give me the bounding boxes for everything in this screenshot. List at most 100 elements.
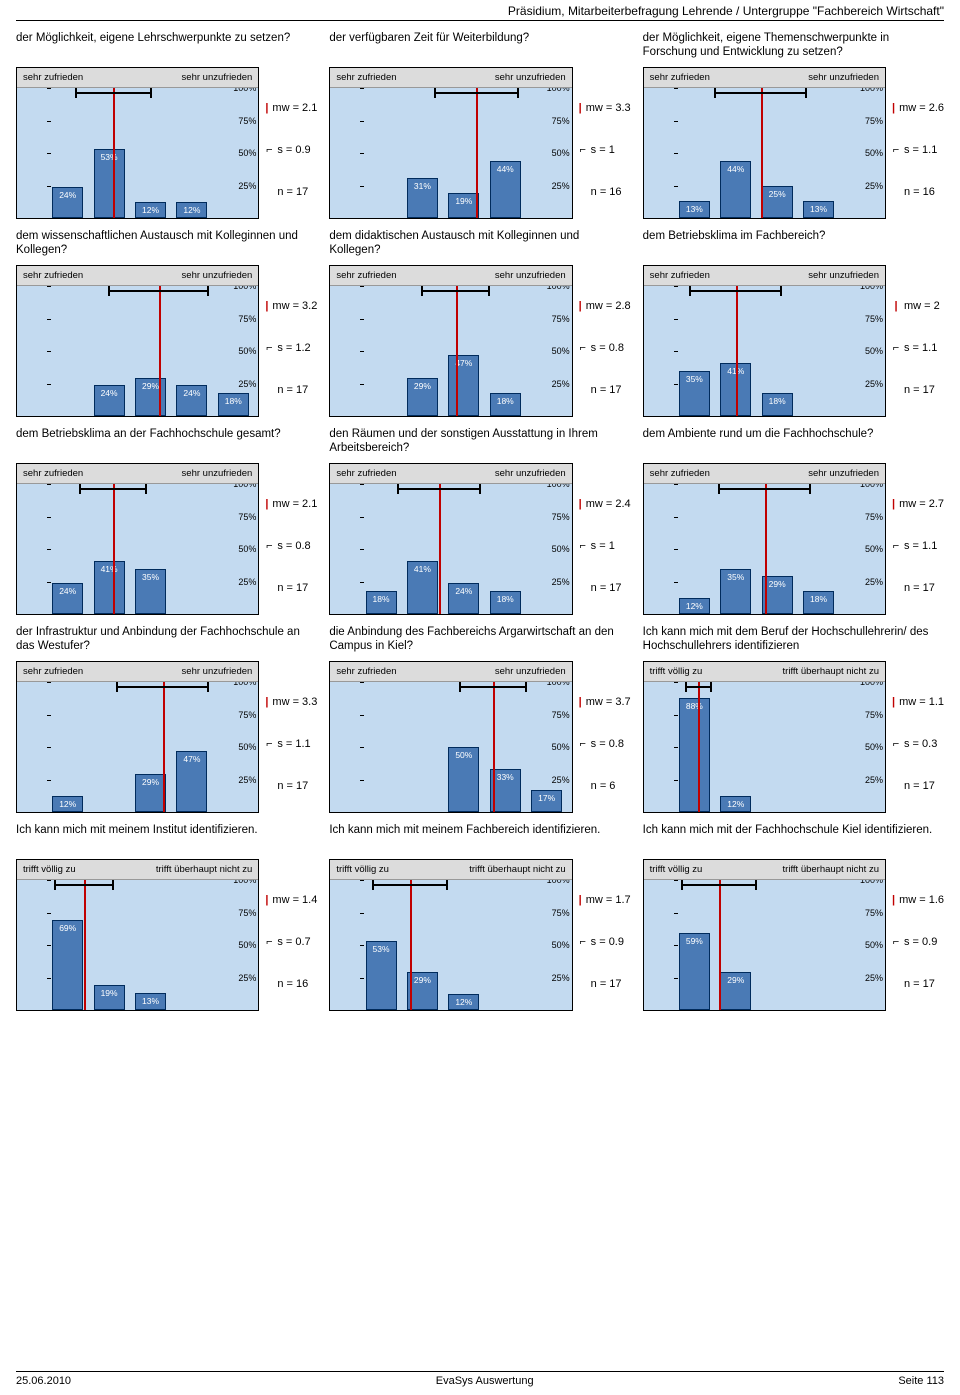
- question-text: dem Betriebsklima an der Fachhochschule …: [16, 427, 317, 457]
- std-cap: [479, 484, 481, 494]
- chart-cell: Ich kann mich mit der Fachhochschule Kie…: [643, 823, 944, 1011]
- n-label: n = 16: [277, 978, 308, 990]
- std-cap: [525, 682, 527, 692]
- bar: 47%: [176, 751, 207, 812]
- bar-label: 18%: [804, 594, 833, 604]
- mean-line: [159, 286, 161, 416]
- bars-area: 12%35%29%18%: [674, 484, 881, 614]
- bar: 24%: [448, 583, 479, 614]
- bar: 12%: [720, 796, 751, 812]
- std-cap: [718, 484, 720, 494]
- scale-left: sehr zufrieden: [336, 72, 396, 85]
- mw-icon: |: [579, 498, 582, 510]
- bar-label: 44%: [721, 164, 750, 174]
- std-bar: [422, 290, 488, 292]
- std-cap: [685, 682, 687, 692]
- mw-label: mw = 1.4: [272, 894, 317, 906]
- mean-line: [493, 682, 495, 812]
- chart-box: sehr zufriedensehr unzufrieden100%75%50%…: [329, 463, 572, 615]
- mw-icon: |: [265, 696, 268, 708]
- charts-grid: der Möglichkeit, eigene Lehrschwerpunkte…: [16, 31, 944, 1011]
- s-label: s = 0.8: [591, 738, 624, 750]
- bar: 24%: [52, 583, 83, 614]
- bar-label: 24%: [449, 586, 478, 596]
- chart-cell: Ich kann mich mit meinem Institut identi…: [16, 823, 317, 1011]
- mw-icon: |: [892, 498, 895, 510]
- mw-icon: |: [265, 300, 268, 312]
- scale-right: sehr unzufrieden: [808, 468, 879, 481]
- std-bar: [682, 884, 757, 886]
- stats-col: |mw = 3.2⌐s = 1.2n = 17: [259, 265, 317, 417]
- bar: 25%: [762, 186, 793, 219]
- mw-icon: |: [579, 894, 582, 906]
- scale-labels: sehr zufriedensehr unzufrieden: [17, 68, 258, 88]
- plot-area: 100%75%50%25%50%33%17%: [330, 682, 571, 812]
- std-cap: [421, 286, 423, 296]
- stats-col: |mw = 3.7⌐s = 0.8n = 6: [573, 661, 631, 813]
- mw-icon: |: [265, 894, 268, 906]
- plot-area: 100%75%50%25%35%41%18%: [644, 286, 885, 416]
- scale-labels: sehr zufriedensehr unzufrieden: [644, 464, 885, 484]
- n-label: n = 17: [277, 780, 308, 792]
- bars-area: 35%41%18%: [674, 286, 881, 416]
- mw-icon: |: [579, 696, 582, 708]
- n-label: n = 17: [904, 384, 935, 396]
- n-label: n = 17: [591, 582, 622, 594]
- bar: 29%: [720, 972, 751, 1010]
- mw-icon: |: [579, 102, 582, 114]
- n-label: n = 17: [277, 186, 308, 198]
- bar-label: 69%: [53, 923, 82, 933]
- std-cap: [372, 880, 374, 890]
- scale-left: sehr zufrieden: [23, 270, 83, 283]
- chart-box: trifft völlig zutrifft überhaupt nicht z…: [643, 661, 886, 813]
- chart-box: trifft völlig zutrifft überhaupt nicht z…: [16, 859, 259, 1011]
- bar-label: 50%: [449, 750, 478, 760]
- question-text: den Räumen und der sonstigen Ausstattung…: [329, 427, 630, 457]
- bar: 50%: [448, 747, 479, 812]
- stats-col: |mw = 2.6⌐s = 1.1n = 16: [886, 67, 944, 219]
- mw-icon: |: [579, 300, 582, 312]
- question-text: dem Betriebsklima im Fachbereich?: [643, 229, 944, 259]
- plot-area: 100%75%50%25%24%41%35%: [17, 484, 258, 614]
- std-cap: [79, 484, 81, 494]
- bar: 12%: [176, 202, 207, 218]
- bars-area: 50%33%17%: [360, 682, 567, 812]
- chart-wrap: trifft völlig zutrifft überhaupt nicht z…: [16, 859, 317, 1011]
- mean-line: [476, 88, 478, 218]
- n-label: n = 17: [277, 582, 308, 594]
- std-bar: [80, 488, 146, 490]
- mean-line: [698, 682, 700, 812]
- std-cap: [681, 880, 683, 890]
- std-cap: [207, 286, 209, 296]
- bars-area: 24%41%35%: [47, 484, 254, 614]
- s-icon: ⌐: [892, 936, 900, 948]
- bar-label: 19%: [449, 196, 478, 206]
- s-label: s = 1.1: [277, 738, 310, 750]
- bar-label: 12%: [721, 799, 750, 809]
- s-icon: ⌐: [579, 342, 587, 354]
- bar-label: 44%: [491, 164, 520, 174]
- bar: 59%: [679, 933, 710, 1010]
- mw-icon: |: [265, 498, 268, 510]
- chart-wrap: sehr zufriedensehr unzufrieden100%75%50%…: [329, 67, 630, 219]
- chart-box: sehr zufriedensehr unzufrieden100%75%50%…: [643, 463, 886, 615]
- mw-icon: |: [892, 696, 895, 708]
- s-label: s = 1.2: [277, 342, 310, 354]
- bar-label: 53%: [95, 152, 124, 162]
- chart-cell: dem Ambiente rund um die Fachhochschule?…: [643, 427, 944, 615]
- scale-labels: trifft völlig zutrifft überhaupt nicht z…: [644, 662, 885, 682]
- std-bar: [435, 92, 518, 94]
- chart-wrap: sehr zufriedensehr unzufrieden100%75%50%…: [643, 463, 944, 615]
- stats-col: |mw = 3.3⌐s = 1.1n = 17: [259, 661, 317, 813]
- chart-box: sehr zufriedensehr unzufrieden100%75%50%…: [329, 265, 572, 417]
- std-bar: [690, 290, 781, 292]
- chart-cell: dem didaktischen Austausch mit Kolleginn…: [329, 229, 630, 417]
- chart-box: sehr zufriedensehr unzufrieden100%75%50%…: [16, 265, 259, 417]
- s-icon: ⌐: [892, 144, 900, 156]
- stats-col: |mw = 2⌐s = 1.1n = 17: [886, 265, 944, 417]
- mw-label: mw = 3.7: [586, 696, 631, 708]
- mean-line: [113, 88, 115, 218]
- mw-label: mw = 2.1: [272, 498, 317, 510]
- mean-line: [163, 682, 165, 812]
- bar: 41%: [94, 561, 125, 614]
